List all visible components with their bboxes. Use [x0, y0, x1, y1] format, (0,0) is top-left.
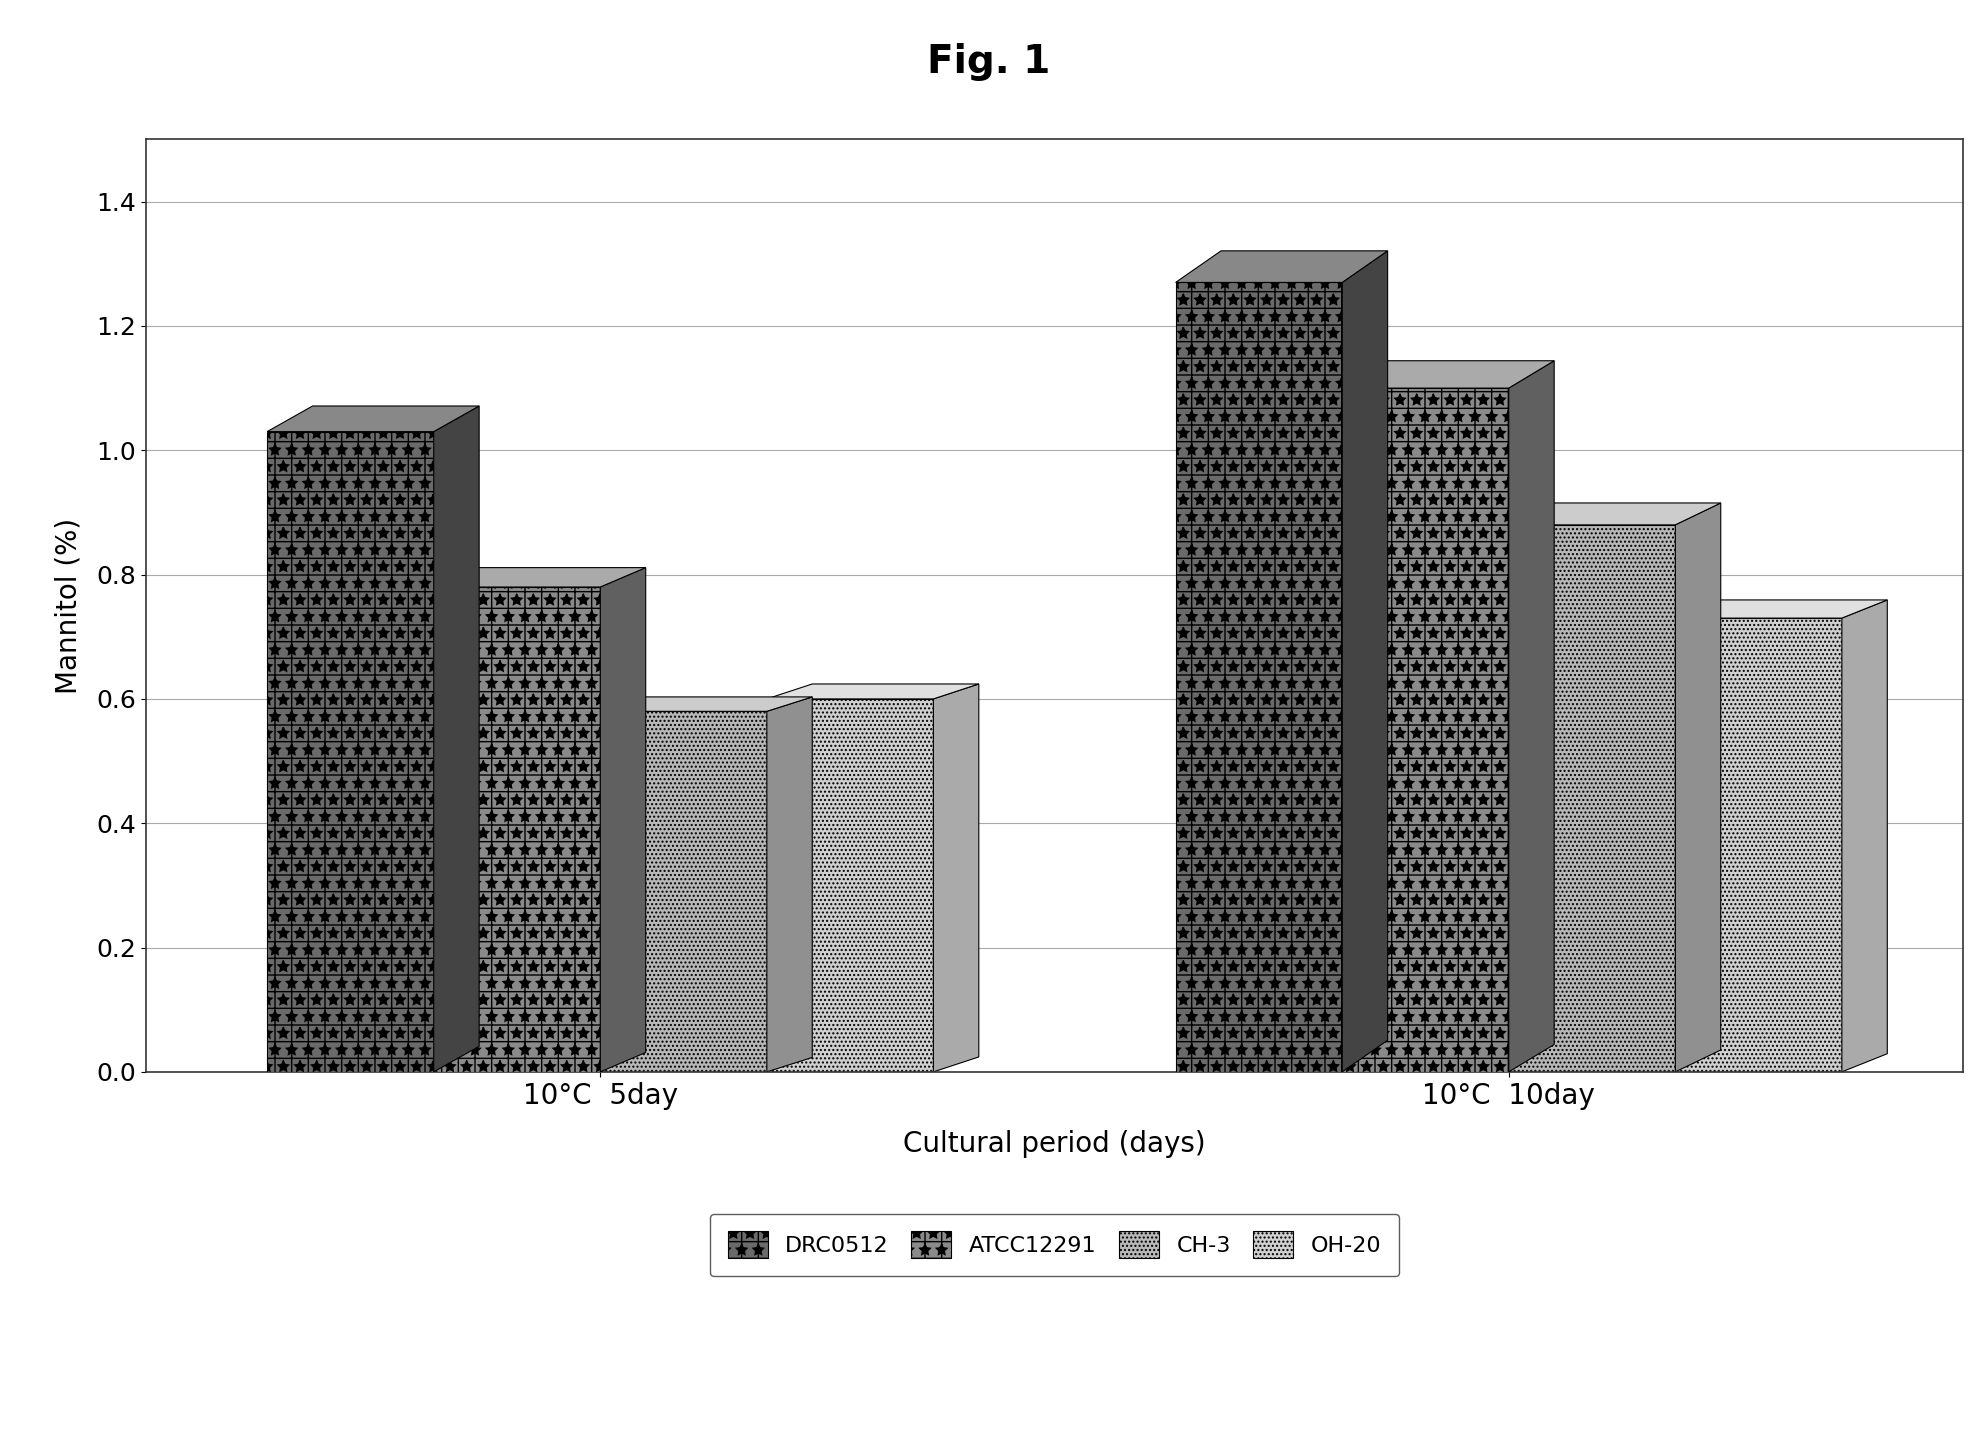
- Polygon shape: [1509, 503, 1721, 524]
- Polygon shape: [767, 697, 813, 1072]
- Bar: [1343, 389, 1509, 1072]
- Y-axis label: Mannitol (%): Mannitol (%): [55, 517, 83, 693]
- Bar: [1175, 283, 1343, 1072]
- Legend: DRC0512, ATCC12291, CH-3, OH-20: DRC0512, ATCC12291, CH-3, OH-20: [710, 1213, 1398, 1276]
- Bar: [1675, 619, 1842, 1072]
- X-axis label: Cultural period (days): Cultural period (days): [904, 1130, 1207, 1159]
- Polygon shape: [1675, 600, 1887, 619]
- Polygon shape: [599, 697, 813, 712]
- Text: Fig. 1: Fig. 1: [928, 43, 1050, 81]
- Bar: [599, 712, 767, 1072]
- Polygon shape: [934, 684, 979, 1072]
- Bar: [267, 432, 433, 1072]
- Bar: [1509, 524, 1675, 1072]
- Polygon shape: [1842, 600, 1887, 1072]
- Bar: [767, 699, 934, 1072]
- Bar: [433, 587, 599, 1072]
- Polygon shape: [1509, 360, 1555, 1072]
- Polygon shape: [767, 684, 979, 699]
- Polygon shape: [267, 406, 479, 432]
- Polygon shape: [599, 567, 645, 1072]
- Polygon shape: [1343, 360, 1555, 389]
- Polygon shape: [1675, 503, 1721, 1072]
- Polygon shape: [433, 406, 479, 1072]
- Polygon shape: [1343, 252, 1389, 1072]
- Polygon shape: [1175, 252, 1389, 283]
- Polygon shape: [433, 567, 645, 587]
